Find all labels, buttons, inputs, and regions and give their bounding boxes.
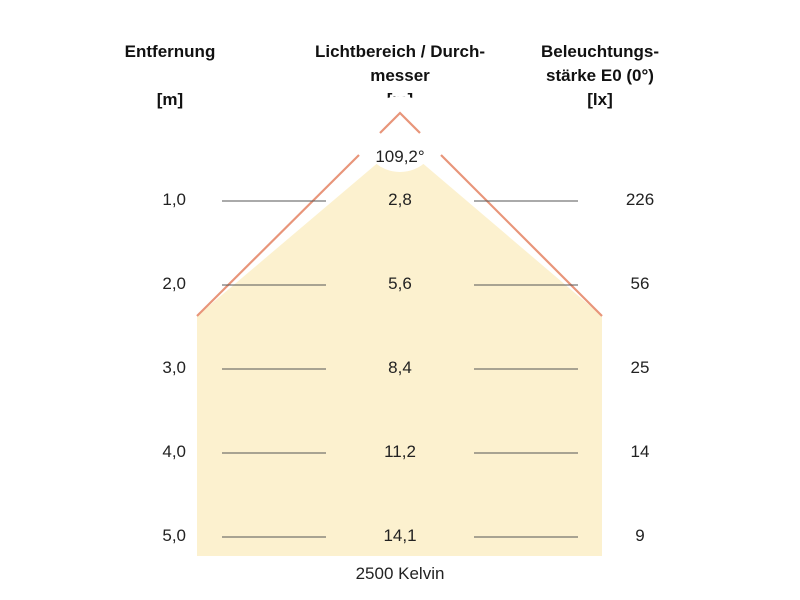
diameter-header-line1: Lichtbereich / Durch- xyxy=(314,42,486,61)
color-temperature-label: 2500 Kelvin xyxy=(355,564,445,583)
distance-header: Entfernung [m] xyxy=(110,40,230,112)
angle-label-backdrop xyxy=(362,96,438,172)
illuminance-value: 14 xyxy=(630,442,650,461)
diameter-header-line2: messer xyxy=(370,66,430,85)
illuminance-value: 226 xyxy=(625,190,655,209)
diameter-value: 11,2 xyxy=(384,442,416,461)
distance-value: 1,0 xyxy=(162,190,186,209)
distance-guide-lines xyxy=(222,200,578,538)
diameter-value: 8,4 xyxy=(388,358,412,377)
illuminance-value: 9 xyxy=(635,526,645,545)
lamp-apex-marker xyxy=(379,111,421,134)
illuminance-header: Beleuchtungs- stärke E0 (0°) [lx] xyxy=(525,40,675,112)
light-cone-edge-left xyxy=(196,154,360,317)
beam-angle-label: 109,2° xyxy=(375,147,425,166)
distance-header-line1: Entfernung xyxy=(124,42,216,61)
distance-value: 5,0 xyxy=(162,526,186,545)
diameter-value: 2,8 xyxy=(388,190,412,209)
illuminance-header-line2: stärke E0 (0°) xyxy=(546,66,654,85)
illuminance-header-line1: Beleuchtungs- xyxy=(540,42,660,61)
distance-header-unit: [m] xyxy=(156,90,184,109)
illuminance-value: 56 xyxy=(630,274,650,293)
diameter-value: 14,1 xyxy=(383,526,417,545)
diameter-header: Lichtbereich / Durch- messer [m] xyxy=(300,40,500,112)
distance-value: 3,0 xyxy=(162,358,186,377)
illuminance-header-unit: [lx] xyxy=(587,90,613,109)
diameter-value: 5,6 xyxy=(388,274,412,293)
light-cone-edge-right xyxy=(440,154,603,317)
illuminance-value: 25 xyxy=(630,358,650,377)
distance-value: 2,0 xyxy=(162,274,186,293)
distance-value: 4,0 xyxy=(162,442,186,461)
